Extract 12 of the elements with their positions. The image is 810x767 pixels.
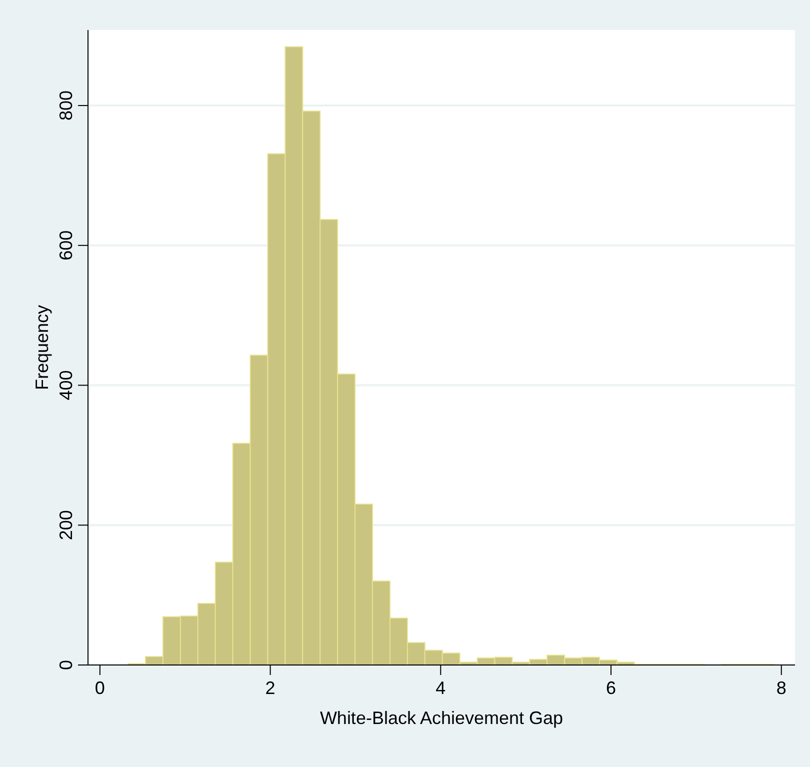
y-tick-label: 400: [56, 370, 76, 400]
y-tick-label: 0: [56, 660, 76, 670]
x-tick-label: 8: [776, 678, 786, 698]
x-tick-label: 0: [94, 678, 105, 698]
x-tick-label: 4: [436, 678, 446, 698]
x-tick-label: 6: [606, 678, 616, 698]
x-tick-label: 2: [265, 678, 276, 698]
y-tick-label: 800: [56, 90, 76, 121]
y-axis-title: Frequency: [32, 304, 52, 390]
y-tick-label: 600: [56, 230, 76, 260]
x-axis-title: White-Black Achievement Gap: [320, 708, 564, 728]
y-tick-label: 200: [56, 510, 76, 540]
